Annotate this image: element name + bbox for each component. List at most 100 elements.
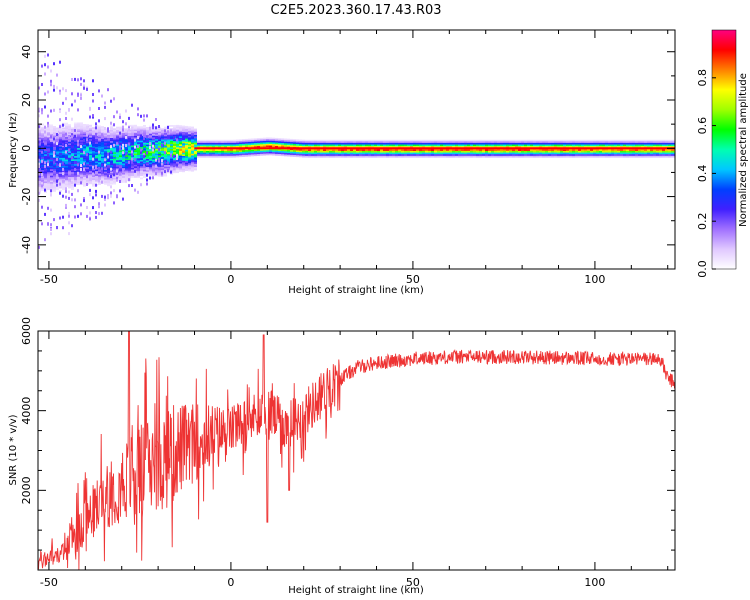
spectrogram-cell xyxy=(488,152,491,155)
spectrogram-cell xyxy=(584,143,587,145)
spectrogram-cell xyxy=(179,144,182,147)
spectrogram-cell xyxy=(41,170,44,172)
spectrogram-cell xyxy=(536,155,539,158)
spectrogram-cell xyxy=(368,152,371,155)
spectrogram-cell xyxy=(77,132,80,134)
spectrogram-cell xyxy=(251,154,254,157)
spectrogram-cell xyxy=(449,146,452,148)
spectrogram-cell xyxy=(143,158,146,161)
spectrogram-cell xyxy=(347,149,350,152)
spectrogram-cell xyxy=(212,139,215,142)
spectrogram-cell xyxy=(107,88,109,92)
spectrogram-cell xyxy=(329,154,332,156)
spectrogram-cell xyxy=(242,142,245,145)
spectrogram-cell xyxy=(221,155,224,158)
spectrogram-cell xyxy=(344,144,347,147)
spectrogram-cell xyxy=(365,143,368,145)
spectrogram-cell xyxy=(356,143,359,145)
spectrogram-cell xyxy=(68,143,71,146)
spectrogram-cell xyxy=(473,151,476,153)
spectrogram-cell xyxy=(50,164,53,167)
spectrogram-cell xyxy=(38,172,40,176)
spectrogram-cell xyxy=(509,154,512,156)
spectrogram-cell xyxy=(95,180,98,183)
spectrogram-cell xyxy=(86,178,89,181)
spectrogram-cell xyxy=(125,160,128,162)
spectrogram-cell xyxy=(512,143,515,145)
spectrogram-cell xyxy=(179,139,182,142)
spectrogram-cell xyxy=(212,154,215,156)
spectrogram-cell xyxy=(266,153,269,156)
spectrogram-cell xyxy=(416,144,419,147)
spectrogram-cell xyxy=(116,160,119,163)
spectrogram-cell xyxy=(92,99,94,103)
spectrogram-cell xyxy=(308,141,311,144)
spectrogram-cell xyxy=(200,141,203,144)
spectrogram-cell xyxy=(242,150,245,153)
spectrogram-cell xyxy=(113,128,116,131)
spectrogram-cell xyxy=(644,143,647,145)
spectrogram-cell xyxy=(362,151,365,153)
spectrogram-cell xyxy=(380,152,383,155)
spectrogram-cell xyxy=(590,139,593,142)
spectrogram-cell xyxy=(665,155,668,158)
spectrogram-cell xyxy=(431,154,434,156)
spectrogram-cell xyxy=(122,149,125,151)
spectrogram-cell xyxy=(149,164,152,166)
spectrogram-cell xyxy=(221,143,224,145)
spectrogram-cell xyxy=(563,151,566,153)
spectrogram-cell xyxy=(107,149,110,151)
spectrogram-cell xyxy=(263,137,266,140)
spectrogram-cell xyxy=(65,146,68,149)
spectrogram-cell xyxy=(515,149,518,152)
spectrogram-cell xyxy=(248,141,251,144)
spectrogram-cell xyxy=(248,145,251,147)
spectrogram-cell xyxy=(62,132,65,135)
spectrogram-cell xyxy=(608,154,611,156)
spectrogram-cell xyxy=(539,139,542,142)
spectrogram-cell xyxy=(146,178,148,182)
spectrogram-cell xyxy=(68,214,70,218)
spectrogram-cell xyxy=(530,149,533,152)
spectrogram-cell xyxy=(71,170,74,173)
spectrogram-cell xyxy=(149,170,152,173)
spectrogram-cell xyxy=(215,144,218,147)
spectrogram-cell xyxy=(611,146,614,148)
spectrogram-cell xyxy=(548,155,551,158)
spectrogram-cell xyxy=(560,155,563,158)
spectrogram-cell xyxy=(74,122,77,125)
spectrogram-cell xyxy=(449,141,452,144)
spectrogram-cell xyxy=(59,178,62,181)
spectrogram-cell xyxy=(176,153,178,157)
spectrogram-cell xyxy=(47,135,50,138)
spectrogram-cell xyxy=(89,211,91,215)
spectrogram-cell xyxy=(467,154,470,156)
spectrogram-cell xyxy=(113,147,116,150)
spectrogram-cell xyxy=(155,172,157,176)
spectrogram-cell xyxy=(113,123,115,127)
spectrogram-cell xyxy=(422,154,425,156)
spectrogram-cell xyxy=(296,140,299,143)
spectrogram-cell xyxy=(581,144,584,147)
spectrogram-cell xyxy=(398,154,401,156)
spectrogram-cell xyxy=(188,142,191,145)
spectrogram-cell xyxy=(119,189,121,193)
spectrogram-cell xyxy=(497,144,500,147)
spectrogram-cell xyxy=(182,133,185,136)
spectrogram-cell xyxy=(572,155,575,158)
spectrogram-cell xyxy=(38,134,41,137)
spectrogram-cell xyxy=(161,159,163,163)
x-tick-label: 50 xyxy=(406,273,420,286)
spectrogram-cell xyxy=(149,130,152,133)
spectrogram-cell xyxy=(95,163,98,165)
spectrogram-cell xyxy=(86,157,89,160)
spectrogram-cell xyxy=(44,238,46,242)
colorbar-tick-label: 0.8 xyxy=(696,69,709,87)
spectrogram-cell xyxy=(578,155,581,158)
spectrogram-cell xyxy=(287,138,290,141)
spectrogram-cell xyxy=(317,143,320,145)
spectrogram-cell xyxy=(80,96,82,100)
spectrogram-cell xyxy=(191,142,194,145)
spectrogram-cell xyxy=(326,141,329,144)
